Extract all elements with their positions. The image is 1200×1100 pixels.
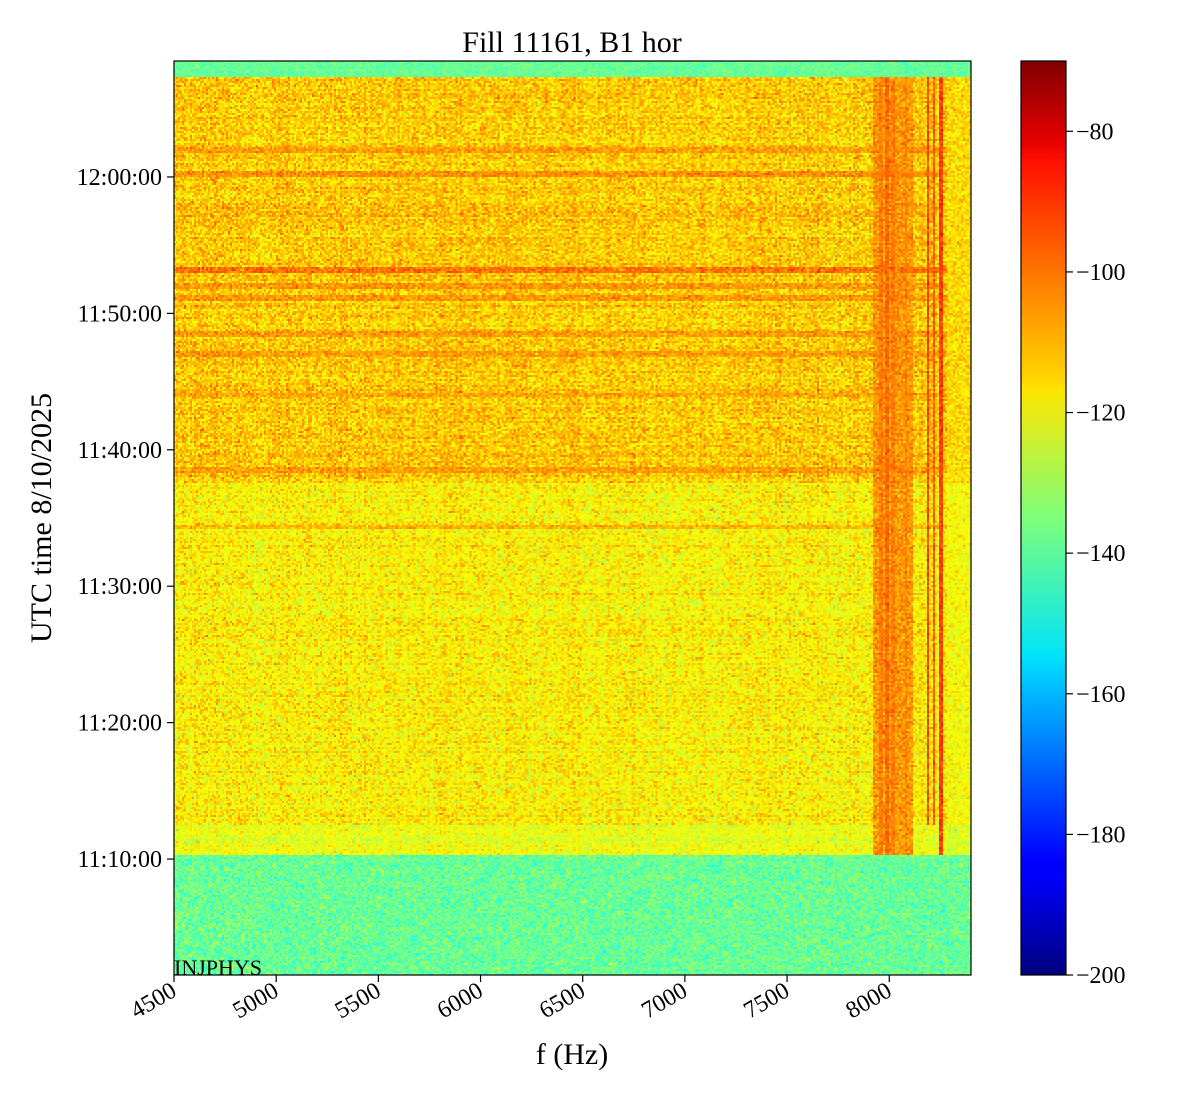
y-tick-label: 11:40:00 <box>78 438 162 464</box>
x-axis: 4500 5000 5500 6000 6500 7000 7500 8000 <box>126 975 896 1024</box>
y-tick-label: 11:10:00 <box>78 847 162 873</box>
y-tick-label: 11:20:00 <box>78 711 162 737</box>
x-tick-label: 6500 <box>535 978 590 1025</box>
x-tick-label: 7000 <box>637 978 692 1025</box>
x-axis-label: f (Hz) <box>536 1038 608 1071</box>
heatmap-image <box>174 61 971 975</box>
y-tick-label: 12:00:00 <box>77 165 162 191</box>
x-tick-label: 5500 <box>331 978 386 1025</box>
x-tick-label: 5000 <box>229 978 284 1025</box>
colorbar-tick-label: −120 <box>1076 401 1126 427</box>
colorbar-tick-label: −160 <box>1076 682 1126 708</box>
y-axis: 11:10:00 11:20:00 11:30:00 11:40:00 11:50:00… <box>77 165 174 873</box>
y-axis-label: UTC time 8/10/2025 <box>25 393 58 643</box>
colorbar-tick-label: −180 <box>1076 822 1126 848</box>
chart-title: Fill 11161, B1 hor <box>462 26 681 59</box>
x-tick-label: 6000 <box>433 978 488 1025</box>
colorbar-tick-label: −100 <box>1076 260 1126 286</box>
colorbar-axis: −80 −100 −120 −140 −160 −180 −200 <box>1066 119 1126 989</box>
colorbar <box>1020 60 1067 976</box>
x-tick-label: 8000 <box>842 978 897 1025</box>
y-tick-label: 11:50:00 <box>78 301 162 327</box>
annotation-label: INJPHYS <box>174 955 262 980</box>
colorbar-tick-label: −140 <box>1076 541 1126 567</box>
x-tick-label: 4500 <box>126 978 181 1025</box>
colorbar-tick-label: −200 <box>1076 963 1126 989</box>
colorbar-tick-label: −80 <box>1076 119 1114 145</box>
y-tick-label: 11:30:00 <box>78 574 162 600</box>
x-tick-label: 7500 <box>740 978 795 1025</box>
plot-frame <box>173 60 972 976</box>
